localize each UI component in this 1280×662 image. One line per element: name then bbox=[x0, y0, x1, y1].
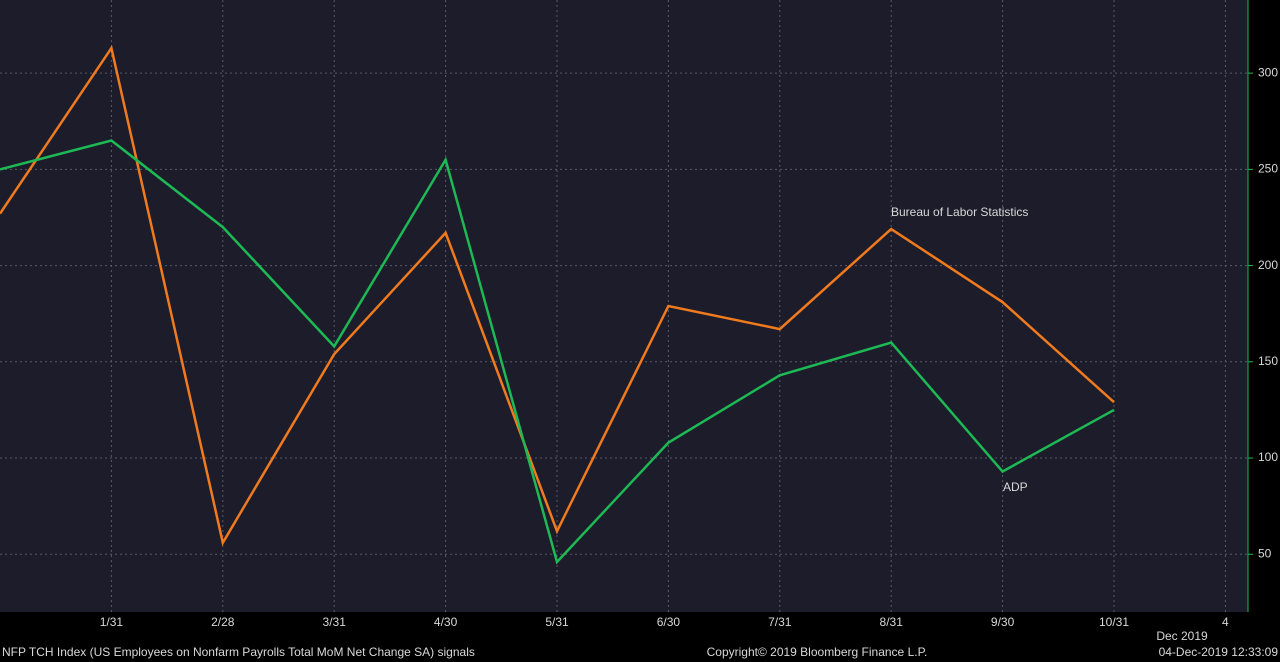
x-tick-label: 7/31 bbox=[768, 615, 792, 629]
x-tick-label: 9/30 bbox=[991, 615, 1015, 629]
plot-area bbox=[0, 0, 1248, 612]
series-label: Bureau of Labor Statistics bbox=[891, 205, 1028, 219]
y-tick-label: 100 bbox=[1258, 450, 1278, 464]
y-tick-label: 150 bbox=[1258, 354, 1278, 368]
series-line bbox=[0, 45, 1115, 547]
series-line bbox=[0, 139, 1115, 565]
x-tick-label: 8/31 bbox=[880, 615, 904, 629]
x-tick-label: 10/31 bbox=[1099, 615, 1129, 629]
footnote: NFP TCH Index (US Employees on Nonfarm P… bbox=[2, 645, 475, 659]
x-tick-label: 4/30 bbox=[434, 615, 458, 629]
x-tick-label: 1/31 bbox=[100, 615, 124, 629]
period-label: Dec 2019 bbox=[1156, 629, 1208, 643]
x-tick-label: 3/31 bbox=[323, 615, 347, 629]
timestamp: 04-Dec-2019 12:33:09 bbox=[1159, 645, 1279, 659]
y-tick-label: 250 bbox=[1258, 162, 1278, 176]
x-tick-label: 6/30 bbox=[657, 615, 681, 629]
y-tick-label: 200 bbox=[1258, 258, 1278, 272]
copyright: Copyright© 2019 Bloomberg Finance L.P. bbox=[707, 645, 928, 659]
x-tick-label: 2/28 bbox=[211, 615, 235, 629]
y-tick-label: 50 bbox=[1258, 546, 1272, 560]
x-tick-label: 4 bbox=[1222, 615, 1229, 629]
series-label: ADP bbox=[1003, 480, 1028, 494]
y-tick-label: 300 bbox=[1258, 65, 1278, 79]
x-tick-label: 5/31 bbox=[545, 615, 569, 629]
